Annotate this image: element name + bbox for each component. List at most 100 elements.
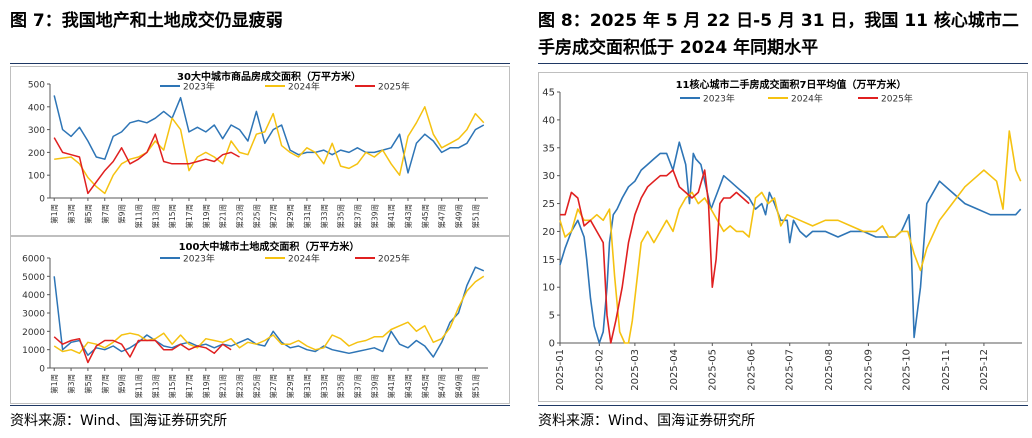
x-tick-label: 2025-01 (555, 349, 566, 391)
y-tick-label: 3000 (22, 310, 45, 320)
figure-7-title: 图 7：我国地产和土地成交仍显疲弱 (10, 11, 283, 31)
legend-label: 2024年 (288, 81, 320, 93)
x-tick-label: 第39周 (369, 374, 379, 399)
legend-label: 2023年 (703, 93, 735, 105)
chart-100-city-land: 0 1000 2000 3000 4000 5000 6000 100大中城市土地成交面积（万… (10, 236, 510, 404)
x-tick-label: 2025-03 (630, 349, 641, 391)
x-tick-label: 第31周 (302, 204, 312, 229)
chart-title: 11核心城市二手房成交面积7日平均值（万平方米） (676, 78, 907, 91)
x-tick-label: 第41周 (386, 374, 396, 399)
chart-title: 100大中城市土地成交面积（万平方米） (179, 240, 360, 253)
x-tick-label: 第23周 (235, 374, 245, 399)
y-tick-label: 400 (28, 103, 45, 113)
chart-11-city-second-hand: 0 5 10 15 20 25 30 35 40 45 11核心城市二手房成交面积7日平均值（万平方… (538, 72, 1028, 402)
x-tick-label: 第17周 (184, 204, 194, 229)
legend-label: 2023年 (183, 81, 215, 93)
x-tick-label: 2025-04 (669, 349, 680, 391)
x-tick-label: 第29周 (285, 374, 295, 399)
y-tick-label: 5000 (22, 273, 45, 283)
y-tick-label: 15 (542, 255, 555, 266)
x-tick-label: 第15周 (167, 204, 177, 229)
x-tick-label: 第45周 (420, 204, 430, 229)
y-tick-label: 40 (542, 115, 555, 126)
x-tick-label: 2025-12 (979, 349, 990, 391)
y-tick-label: 20 (542, 227, 555, 238)
y-tick-label: 0 (549, 339, 555, 350)
divider (10, 63, 510, 64)
chart-30-city-housing: 0 100 200 300 400 500 30大中城市商品房成交面积（万平方米）2023年… (10, 66, 510, 236)
chart-frame (10, 236, 510, 404)
y-tick-label: 25 (542, 199, 555, 210)
x-tick-label: 第21周 (218, 374, 228, 399)
chart-title: 30大中城市商品房成交面积（万平方米） (177, 70, 361, 83)
x-tick-label: 第1周 (49, 204, 59, 224)
x-tick-label: 第41周 (386, 204, 396, 229)
figure-8-title: 图 8：2025 年 5 月 22 日-5 月 31 日，我国 11 核心城市二… (538, 11, 1019, 58)
x-tick-label: 第9周 (117, 374, 127, 394)
x-tick-label: 第3周 (66, 204, 76, 224)
x-tick-label: 第17周 (184, 374, 194, 399)
x-tick-label: 第33周 (319, 204, 329, 229)
legend-label: 2024年 (288, 253, 320, 265)
x-tick-label: 第1周 (49, 374, 59, 394)
x-tick-label: 第27周 (268, 374, 278, 399)
x-tick-label: 第5周 (83, 374, 93, 394)
chart-frame (538, 72, 1028, 402)
divider (538, 405, 1028, 406)
x-tick-label: 第33周 (319, 374, 329, 399)
x-tick-label: 2025-07 (785, 349, 796, 391)
y-tick-label: 200 (28, 149, 45, 159)
source-note: 资料来源：Wind、国海证券研究所 (10, 413, 228, 429)
x-tick-label: 第13周 (150, 374, 160, 399)
x-tick-label: 第51周 (470, 374, 480, 399)
x-tick-label: 2025-05 (707, 349, 718, 391)
x-tick-label: 第51周 (470, 204, 480, 229)
divider (538, 63, 1028, 64)
series-line (560, 169, 750, 344)
x-tick-label: 2025-10 (902, 349, 913, 391)
x-tick-label: 第21周 (218, 204, 228, 229)
series-line (53, 275, 485, 355)
x-tick-label: 2025-08 (824, 349, 835, 391)
y-tick-label: 5 (549, 311, 555, 322)
x-tick-label: 第15周 (167, 374, 177, 399)
x-tick-label: 第35周 (336, 204, 346, 229)
series-line (53, 133, 240, 195)
x-tick-label: 第45周 (420, 374, 430, 399)
x-tick-label: 第11周 (133, 204, 143, 229)
x-tick-label: 第35周 (336, 374, 346, 399)
series-line (53, 336, 232, 364)
x-tick-label: 第3周 (66, 374, 76, 394)
x-tick-label: 2025-06 (747, 349, 758, 391)
y-tick-label: 0 (39, 195, 45, 205)
x-tick-label: 第43周 (403, 204, 413, 229)
x-tick-label: 第49周 (454, 374, 464, 399)
legend-label: 2025年 (881, 93, 913, 105)
legend-label: 2025年 (378, 81, 410, 93)
x-tick-label: 第49周 (454, 204, 464, 229)
y-tick-label: 4000 (22, 291, 45, 301)
y-tick-label: 1000 (22, 346, 45, 356)
x-tick-label: 第11周 (133, 374, 143, 399)
y-tick-label: 100 (28, 172, 45, 182)
y-tick-label: 35 (542, 143, 555, 154)
legend-label: 2025年 (378, 253, 410, 265)
y-tick-label: 2000 (22, 328, 45, 338)
y-tick-label: 45 (542, 88, 555, 99)
x-tick-label: 第39周 (369, 204, 379, 229)
x-tick-label: 第9周 (117, 204, 127, 224)
legend-label: 2024年 (791, 93, 823, 105)
series-line (54, 106, 485, 195)
x-tick-label: 2025-09 (863, 349, 874, 391)
x-tick-label: 第19周 (201, 374, 211, 399)
y-tick-label: 30 (542, 171, 555, 182)
legend-label: 2023年 (183, 253, 215, 265)
x-tick-label: 第5周 (83, 204, 93, 224)
x-tick-label: 第31周 (302, 374, 312, 399)
y-tick-label: 300 (28, 126, 45, 136)
x-tick-label: 2025-02 (594, 349, 605, 391)
x-tick-label: 第47周 (437, 374, 447, 399)
source-note: 资料来源：Wind、国海证券研究所 (538, 413, 756, 429)
x-tick-label: 第25周 (251, 374, 261, 399)
x-tick-label: 第7周 (100, 204, 110, 224)
